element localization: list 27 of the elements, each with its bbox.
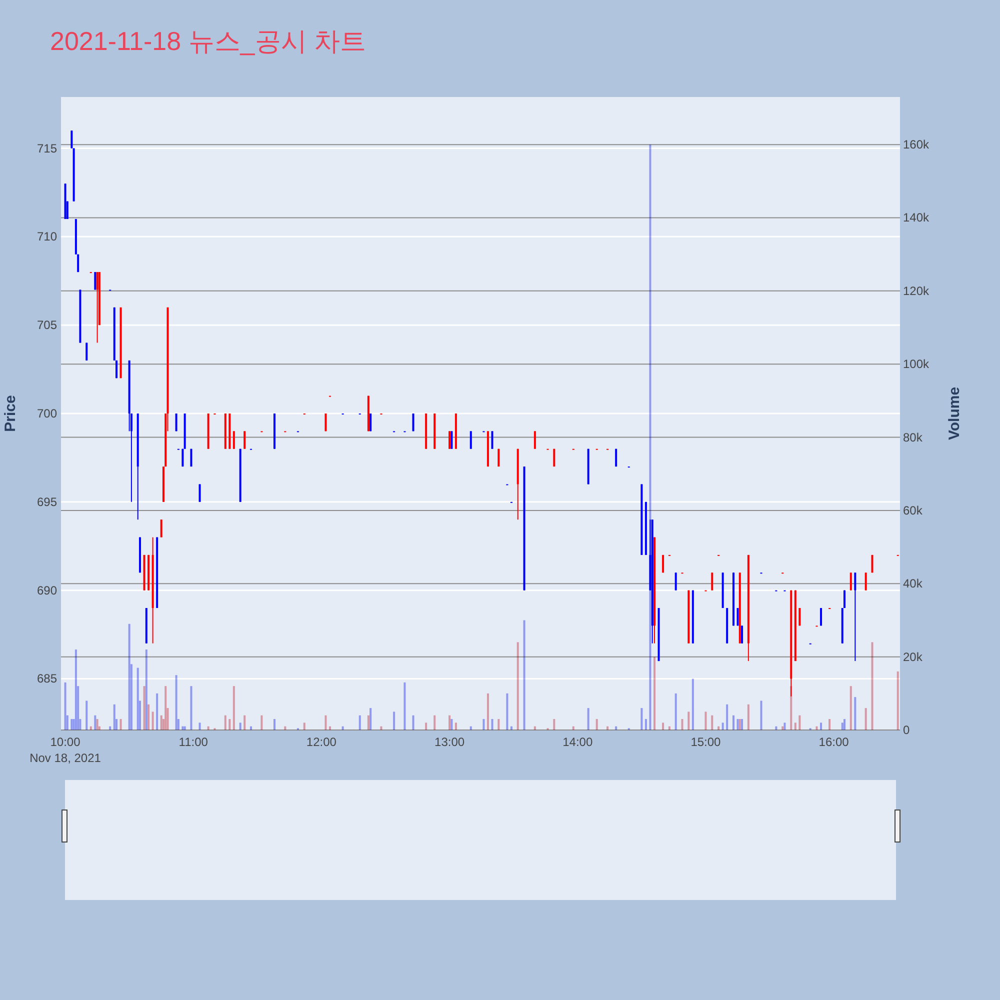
x-tick-label: 11:00 [178,735,208,749]
x-tick-label: 12:00 [306,735,337,749]
y-axis-title: Price [2,395,19,432]
y-tick-label: 715 [36,141,58,156]
y2-tick-label: 120k [903,284,930,298]
y2-tick-label: 100k [903,357,930,372]
y-tick-label: 690 [36,583,58,598]
x-tick-label: 13:00 [434,735,465,749]
y2-tick-label: 80k [903,430,924,444]
y2-tick-label: 140k [903,210,930,225]
x-tick-label: 15:00 [690,735,722,749]
x-tick-label: 16:00 [818,735,850,749]
text: Nov 18, 2021 [30,751,102,765]
y-tick-label: 705 [36,318,58,332]
y-tick-label: 700 [36,406,58,420]
y2-tick-label: 20k [903,650,924,664]
x-tick-label: 10:00 [50,735,81,749]
y2-axis-title: Volume [946,386,963,440]
y2-tick-label: 40k [903,576,924,591]
y2-tick-label: 0 [903,723,910,737]
y-tick-label: 710 [36,230,58,244]
x-tick-label: 14:00 [562,735,593,749]
chart-title: 2021-11-18 뉴스_공시 차트 [50,26,366,56]
y2-tick-label: 60k [903,503,924,518]
y-tick-label: 695 [36,494,58,509]
y2-tick-label: 160k [903,138,930,152]
y-tick-label: 685 [36,672,58,686]
